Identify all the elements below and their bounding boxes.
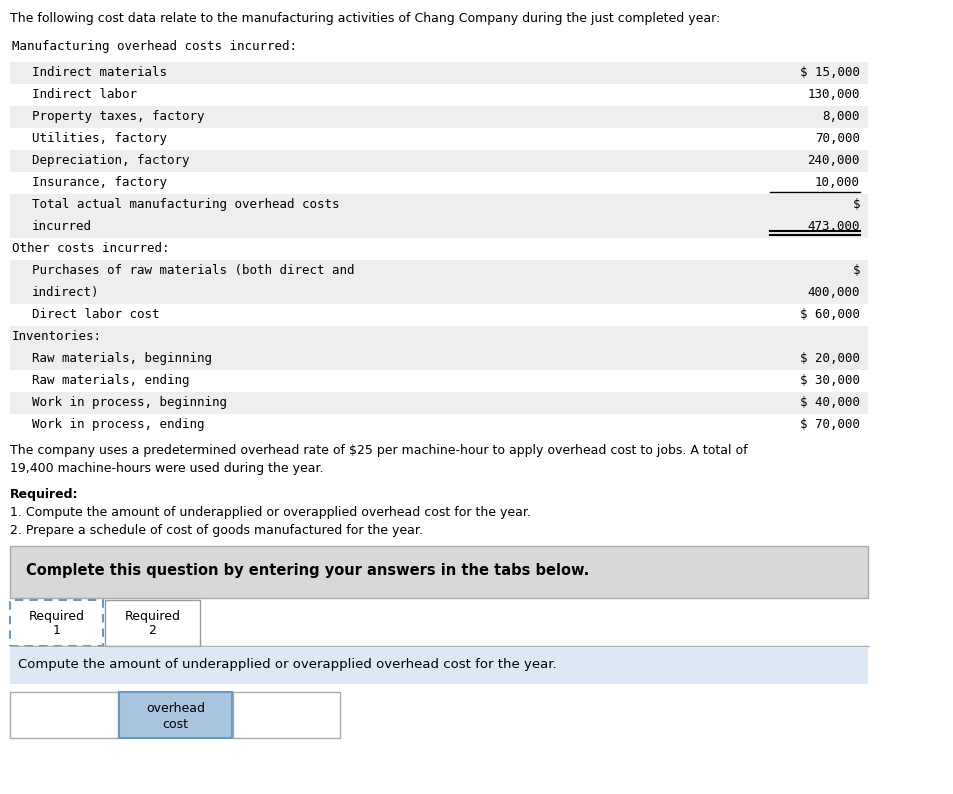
Text: 130,000: 130,000 <box>806 88 859 101</box>
Text: Required: Required <box>29 610 85 623</box>
Bar <box>10 150 867 172</box>
Text: Required: Required <box>125 610 180 623</box>
Text: $ 60,000: $ 60,000 <box>800 308 859 321</box>
Bar <box>10 194 867 238</box>
Bar <box>10 546 867 598</box>
Bar <box>105 600 200 646</box>
Text: Required:: Required: <box>10 488 78 501</box>
Text: overhead: overhead <box>146 702 205 715</box>
Text: 10,000: 10,000 <box>814 176 859 189</box>
Text: $ 30,000: $ 30,000 <box>800 374 859 387</box>
Text: Direct labor cost: Direct labor cost <box>32 308 159 321</box>
Bar <box>119 692 232 738</box>
Text: Manufacturing overhead costs incurred:: Manufacturing overhead costs incurred: <box>12 40 296 53</box>
Text: Raw materials, ending: Raw materials, ending <box>32 374 190 387</box>
Text: $ 15,000: $ 15,000 <box>800 66 859 79</box>
Bar <box>10 600 103 646</box>
Bar <box>10 238 867 260</box>
Bar <box>10 600 103 646</box>
Text: 2: 2 <box>149 624 156 637</box>
Text: The following cost data relate to the manufacturing activities of Chang Company : The following cost data relate to the ma… <box>10 12 720 25</box>
Text: 1. Compute the amount of underapplied or overapplied overhead cost for the year.: 1. Compute the amount of underapplied or… <box>10 506 530 519</box>
Text: Inventories:: Inventories: <box>12 330 102 343</box>
Bar <box>233 692 339 738</box>
Bar <box>10 546 867 598</box>
Bar <box>10 326 867 348</box>
Bar <box>105 600 200 646</box>
Text: $ 40,000: $ 40,000 <box>800 396 859 409</box>
Text: 240,000: 240,000 <box>806 154 859 167</box>
Text: $ 70,000: $ 70,000 <box>800 418 859 431</box>
Text: 70,000: 70,000 <box>814 132 859 145</box>
Text: Work in process, ending: Work in process, ending <box>32 418 204 431</box>
Text: Complete this question by entering your answers in the tabs below.: Complete this question by entering your … <box>26 563 589 578</box>
Bar <box>10 84 867 106</box>
Text: $: $ <box>852 264 859 277</box>
Text: Property taxes, factory: Property taxes, factory <box>32 110 204 123</box>
Text: Other costs incurred:: Other costs incurred: <box>12 242 170 255</box>
Bar <box>10 62 867 84</box>
Text: Utilities, factory: Utilities, factory <box>32 132 167 145</box>
Bar <box>10 692 118 738</box>
Text: indirect): indirect) <box>32 286 99 299</box>
Bar <box>10 304 867 326</box>
Text: $: $ <box>852 198 859 211</box>
Bar <box>10 106 867 128</box>
Text: 400,000: 400,000 <box>806 286 859 299</box>
Text: 473,000: 473,000 <box>806 220 859 233</box>
Bar <box>233 692 339 738</box>
Bar <box>10 172 867 194</box>
Text: 8,000: 8,000 <box>821 110 859 123</box>
Text: $ 20,000: $ 20,000 <box>800 352 859 365</box>
Bar <box>10 260 867 304</box>
Bar <box>10 648 867 684</box>
Bar <box>10 414 867 436</box>
Text: incurred: incurred <box>32 220 91 233</box>
Text: Depreciation, factory: Depreciation, factory <box>32 154 190 167</box>
Bar <box>10 392 867 414</box>
Text: 2. Prepare a schedule of cost of goods manufactured for the year.: 2. Prepare a schedule of cost of goods m… <box>10 524 422 537</box>
Text: Total actual manufacturing overhead costs: Total actual manufacturing overhead cost… <box>32 198 339 211</box>
Text: The company uses a predetermined overhead rate of $25 per machine-hour to apply : The company uses a predetermined overhea… <box>10 444 747 457</box>
Bar <box>119 692 232 738</box>
Text: 1: 1 <box>52 624 60 637</box>
Text: Indirect materials: Indirect materials <box>32 66 167 79</box>
Text: Purchases of raw materials (both direct and: Purchases of raw materials (both direct … <box>32 264 355 277</box>
Text: 19,400 machine-hours were used during the year.: 19,400 machine-hours were used during th… <box>10 462 323 475</box>
Text: cost: cost <box>162 718 189 731</box>
Bar <box>10 128 867 150</box>
Text: Insurance, factory: Insurance, factory <box>32 176 167 189</box>
Bar <box>10 692 118 738</box>
Bar <box>10 370 867 392</box>
Text: Raw materials, beginning: Raw materials, beginning <box>32 352 212 365</box>
Text: Compute the amount of underapplied or overapplied overhead cost for the year.: Compute the amount of underapplied or ov… <box>18 658 556 671</box>
Text: Indirect labor: Indirect labor <box>32 88 137 101</box>
Text: Work in process, beginning: Work in process, beginning <box>32 396 227 409</box>
Bar <box>10 348 867 370</box>
